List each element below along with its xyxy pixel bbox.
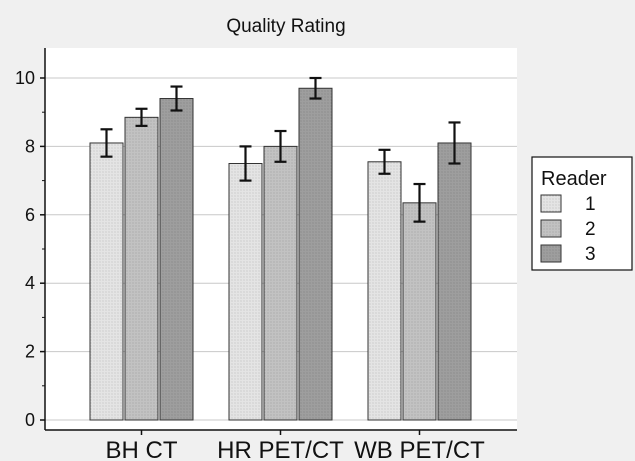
y-tick-label: 2 (25, 342, 35, 362)
y-tick-label: 6 (25, 205, 35, 225)
x-category-label: BH CT (106, 437, 178, 461)
bar-texture (438, 142, 471, 421)
y-tick-label: 10 (15, 68, 35, 88)
bars (89, 76, 472, 421)
chart-title: Quality Rating (226, 16, 345, 37)
bar-texture (403, 202, 436, 420)
bar-texture (90, 142, 123, 421)
legend-title: Reader (541, 168, 607, 190)
legend-swatch-texture (541, 245, 561, 262)
y-tick-label: 4 (25, 273, 35, 293)
legend-label-reader-3: 3 (585, 244, 596, 265)
bar-texture (299, 88, 332, 420)
bar-texture (368, 161, 401, 421)
y-axis-ticks: 0 2 4 6 8 10 (15, 68, 45, 430)
bar-texture (160, 98, 193, 421)
y-tick-label: 0 (25, 410, 35, 430)
bar-texture (125, 117, 158, 420)
legend-label-reader-1: 1 (585, 194, 596, 215)
legend-swatch-texture (541, 220, 561, 237)
y-tick-label: 8 (25, 136, 35, 156)
x-category-label: WB PET/CT (354, 437, 485, 461)
x-category-label: HR PET/CT (217, 437, 344, 461)
legend-label-reader-2: 2 (585, 219, 596, 240)
legend-swatch-texture (541, 195, 561, 212)
x-axis-ticks: BH CT HR PET/CT WB PET/CT (106, 430, 485, 461)
legend: Reader 1 2 3 (531, 156, 633, 271)
bar-texture (229, 163, 262, 420)
bar-texture (264, 146, 297, 420)
